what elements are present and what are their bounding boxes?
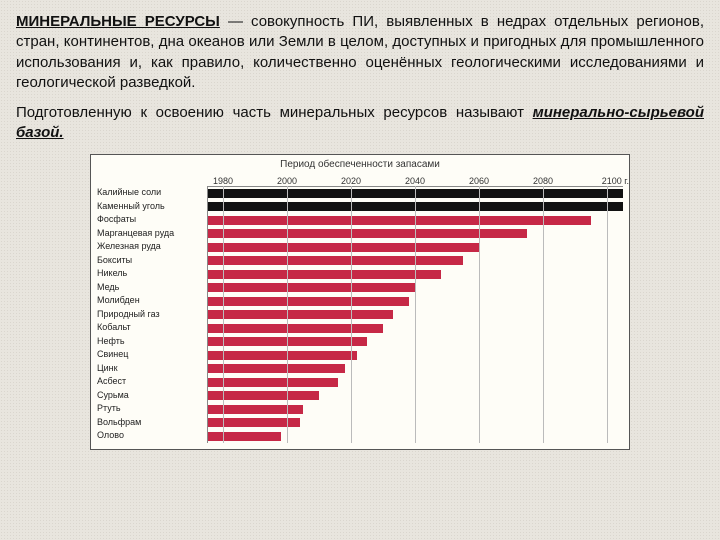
material-label: Фосфаты <box>97 213 207 227</box>
material-label: Свинец <box>97 348 207 362</box>
material-label: Кобальт <box>97 321 207 335</box>
bar <box>207 297 409 306</box>
material-label: Олово <box>97 429 207 443</box>
x-tick: 2060 <box>469 176 489 186</box>
x-tick: 2040 <box>405 176 425 186</box>
x-tick: 2020 <box>341 176 361 186</box>
term-mineral-resources: МИНЕРАЛЬНЫЕ РЕСУРСЫ <box>16 13 220 30</box>
bar <box>207 364 345 373</box>
material-label: Бокситы <box>97 253 207 267</box>
reserves-chart: Период обеспеченности запасами Калийные … <box>90 154 630 451</box>
chart-title: Период обеспеченности запасами <box>97 159 623 170</box>
gridline <box>415 186 416 444</box>
bar <box>207 216 591 225</box>
material-label: Железная руда <box>97 240 207 254</box>
gridline <box>351 186 352 444</box>
x-tick-last: 2100 г. <box>602 176 629 186</box>
material-label: Асбест <box>97 375 207 389</box>
x-tick: 1980 <box>213 176 233 186</box>
material-label: Каменный уголь <box>97 199 207 213</box>
bar <box>207 378 338 387</box>
material-label: Природный газ <box>97 307 207 321</box>
bar <box>207 418 300 427</box>
y-axis <box>207 186 208 444</box>
material-label: Медь <box>97 280 207 294</box>
material-label: Ртуть <box>97 402 207 416</box>
material-label: Вольфрам <box>97 415 207 429</box>
bar <box>207 256 463 265</box>
bar <box>207 351 357 360</box>
gridline <box>607 186 608 444</box>
definition-paragraph: МИНЕРАЛЬНЫЕ РЕСУРСЫ — совокупность ПИ, в… <box>16 12 704 93</box>
material-label: Калийные соли <box>97 186 207 200</box>
material-label: Нефть <box>97 334 207 348</box>
bar <box>207 324 383 333</box>
material-label: Марганцевая руда <box>97 226 207 240</box>
material-label: Никель <box>97 267 207 281</box>
x-tick: 2000 <box>277 176 297 186</box>
bar <box>207 432 281 441</box>
bar <box>207 283 415 292</box>
material-label: Цинк <box>97 361 207 375</box>
bar <box>207 270 441 279</box>
base-paragraph: Подготовленную к освоению часть минераль… <box>16 103 704 144</box>
material-label: Сурьма <box>97 388 207 402</box>
gridline <box>479 186 480 444</box>
gridline <box>223 186 224 444</box>
bar <box>207 310 393 319</box>
base-text-a: Подготовленную к освоению часть минераль… <box>16 104 533 121</box>
bar <box>207 243 479 252</box>
x-tick: 2080 <box>533 176 553 186</box>
material-label: Молибден <box>97 294 207 308</box>
gridline <box>287 186 288 444</box>
gridline <box>543 186 544 444</box>
bar <box>207 405 303 414</box>
